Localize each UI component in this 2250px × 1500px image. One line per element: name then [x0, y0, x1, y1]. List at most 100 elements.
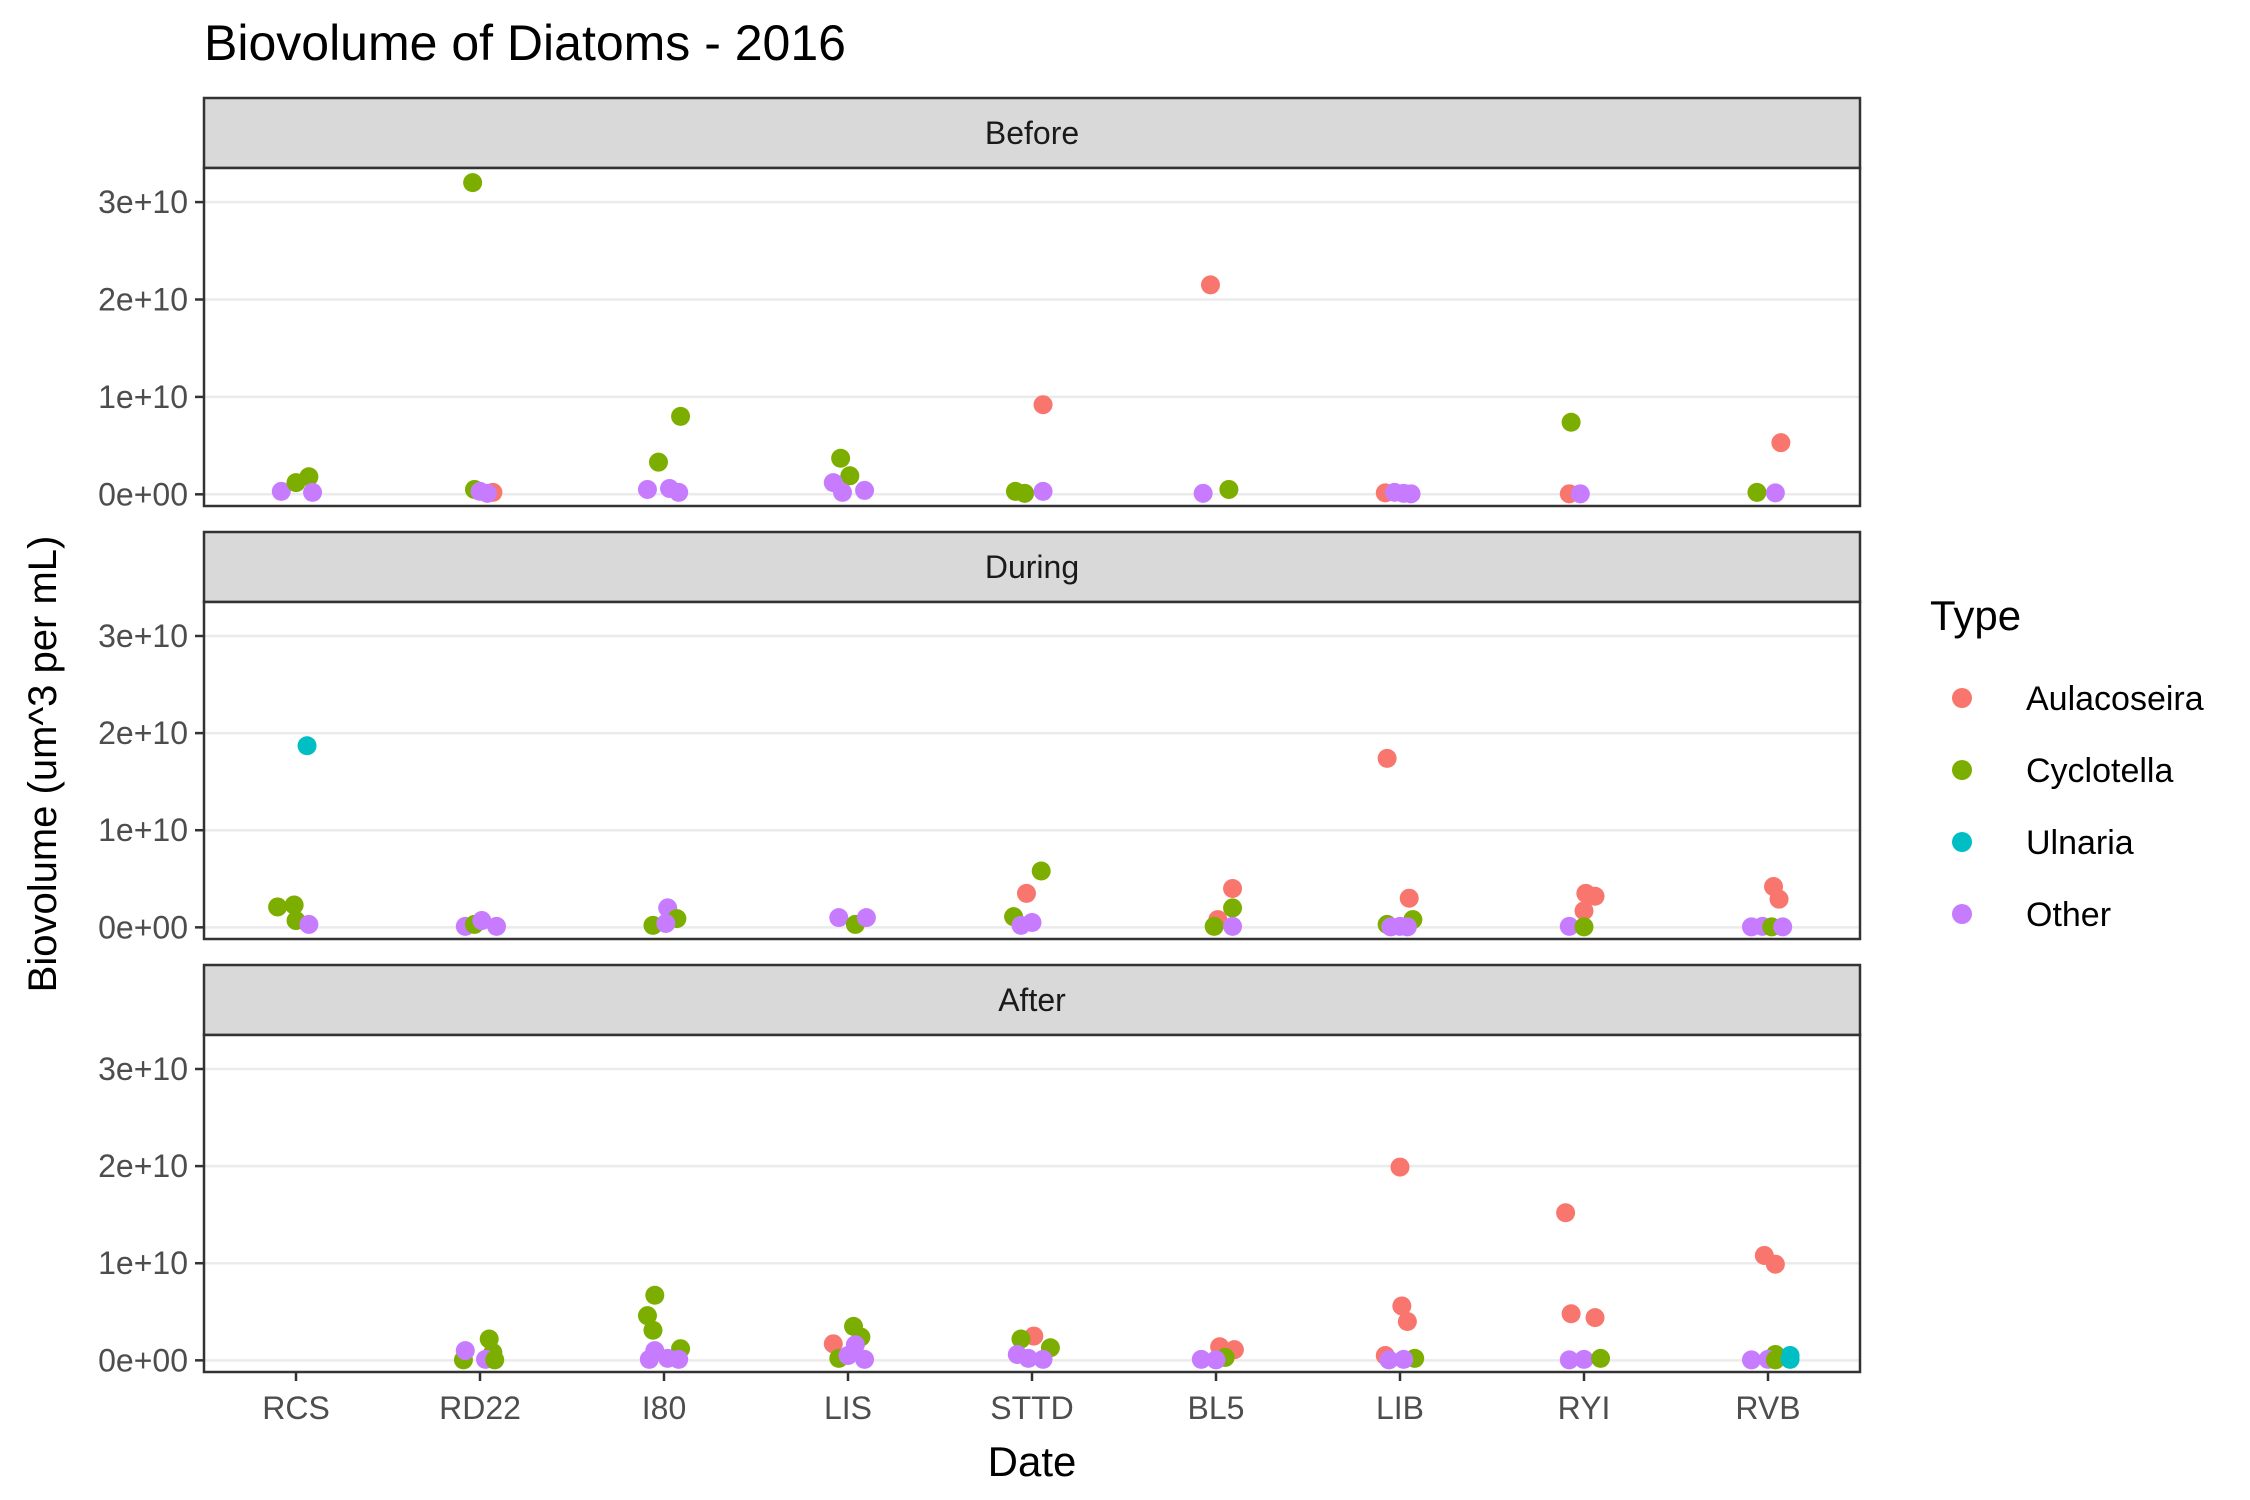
point-cyclotella-i80 — [645, 1285, 665, 1305]
point-cyclotella-i80 — [637, 1306, 657, 1326]
y-tick-label: 3e+10 — [98, 1051, 188, 1087]
point-other-lis — [856, 908, 876, 928]
x-tick-label-lis: LIS — [824, 1390, 872, 1426]
point-other-rvb — [1773, 917, 1793, 937]
point-aulacoseira-lib — [1392, 1296, 1412, 1316]
point-ulnaria-rcs — [297, 736, 317, 756]
point-other-sttd — [1018, 1348, 1038, 1368]
point-cyclotella-i80 — [648, 452, 668, 472]
y-tick-label: 3e+10 — [98, 184, 188, 220]
point-other-lis — [829, 908, 849, 928]
point-other-lib — [1401, 484, 1421, 504]
point-other-lib — [1394, 1349, 1414, 1369]
x-axis: RCS RD22 I80 LIS STTD BL5 LIB RYI RVB — [262, 1372, 1801, 1426]
point-other-rcs — [271, 481, 291, 501]
point-other-lis — [855, 480, 875, 500]
facet-label: Before — [985, 115, 1079, 151]
panel-background — [204, 168, 1860, 506]
legend-item-ulnaria: Ulnaria — [1952, 824, 2134, 862]
point-other-rvb — [1765, 483, 1785, 503]
x-tick-label-rvb: RVB — [1735, 1390, 1800, 1426]
legend-swatch — [1952, 904, 1972, 924]
point-cyclotella-rvb — [1747, 482, 1767, 502]
legend: Type Aulacoseira Cyclotella Ulnaria Other — [1930, 592, 2204, 934]
x-axis-title: Date — [988, 1438, 1077, 1485]
point-other-sttd — [1022, 912, 1042, 932]
facet-label: After — [998, 982, 1066, 1018]
point-cyclotella-rcs — [299, 467, 319, 487]
x-tick-label-rcs: RCS — [262, 1390, 330, 1426]
point-cyclotella-rd22 — [463, 173, 483, 193]
legend-swatch — [1952, 688, 1972, 708]
point-other-i80 — [669, 1349, 689, 1369]
point-other-sttd — [1033, 481, 1053, 501]
facet-panel-during: During 0e+00 1e+10 2e+10 3e+10 — [98, 530, 1862, 945]
point-other-rd22 — [487, 916, 507, 936]
point-other-bl5 — [1206, 1350, 1226, 1370]
legend-label: Ulnaria — [2026, 824, 2134, 862]
x-tick-label-ryi: RYI — [1558, 1390, 1611, 1426]
point-other-rd22 — [472, 911, 492, 931]
point-other-rd22 — [477, 483, 497, 503]
point-aulacoseira-ryi — [1585, 1308, 1605, 1328]
x-tick-label-lib: LIB — [1376, 1390, 1424, 1426]
panel-border — [202, 166, 1862, 508]
legend-swatch — [1952, 760, 1972, 780]
legend-label: Other — [2026, 896, 2111, 934]
point-cyclotella-ryi — [1591, 1348, 1611, 1368]
point-aulacoseira-rvb — [1771, 433, 1791, 453]
point-other-lis — [832, 482, 852, 502]
point-cyclotella-i80 — [643, 1320, 663, 1340]
y-tick-label: 0e+00 — [98, 476, 188, 512]
panel-background — [204, 1035, 1860, 1372]
point-cyclotella-i80 — [671, 406, 691, 426]
y-axis-title: Biovolume (um^3 per mL) — [21, 536, 65, 993]
y-tick-label: 1e+10 — [98, 1245, 188, 1281]
point-aulacoseira-bl5 — [1223, 878, 1243, 898]
point-cyclotella-bl5 — [1204, 916, 1224, 936]
point-cyclotella-rcs — [284, 895, 304, 915]
legend-items: Aulacoseira Cyclotella Ulnaria Other — [1952, 680, 2204, 934]
point-cyclotella-lis — [840, 466, 860, 486]
legend-label: Aulacoseira — [2026, 680, 2204, 718]
point-other-sttd — [1033, 1349, 1053, 1369]
point-aulacoseira-ryi — [1561, 1304, 1581, 1324]
point-aulacoseira-bl5 — [1200, 275, 1220, 295]
point-cyclotella-lis — [831, 448, 851, 468]
point-aulacoseira-lib — [1399, 888, 1419, 908]
point-aulacoseira-lib — [1377, 748, 1397, 768]
point-aulacoseira-ryi — [1556, 1203, 1576, 1223]
point-other-i80 — [656, 913, 676, 933]
point-cyclotella-sttd — [1011, 1329, 1031, 1349]
facet-strip — [202, 96, 1862, 170]
x-tick-label-i80: I80 — [642, 1390, 686, 1426]
point-aulacoseira-ryi — [1585, 886, 1605, 906]
point-other-lis — [855, 1349, 875, 1369]
panel-border — [202, 600, 1862, 941]
y-tick-label: 2e+10 — [98, 1148, 188, 1184]
chart-title: Biovolume of Diatoms - 2016 — [204, 15, 846, 71]
point-other-i80 — [669, 482, 689, 502]
point-other-ryi — [1559, 1350, 1579, 1370]
x-tick-label-sttd: STTD — [990, 1390, 1074, 1426]
point-other-lis — [838, 1345, 858, 1365]
point-other-lib — [1379, 1350, 1399, 1370]
point-cyclotella-bl5 — [1219, 479, 1239, 499]
point-cyclotella-rcs — [268, 897, 288, 917]
facet-panel-after: After 0e+00 1e+10 2e+10 3e+10 — [98, 963, 1862, 1378]
point-aulacoseira-sttd — [1033, 395, 1053, 415]
point-other-rcs — [303, 482, 323, 502]
point-other-lib — [1397, 917, 1417, 937]
legend-item-aulacoseira: Aulacoseira — [1952, 680, 2204, 718]
y-tick-label: 2e+10 — [98, 715, 188, 751]
y-tick-label: 1e+10 — [98, 379, 188, 415]
point-other-rcs — [299, 914, 319, 934]
point-aulacoseira-lib — [1397, 1311, 1417, 1331]
point-cyclotella-sttd — [1031, 861, 1051, 881]
point-aulacoseira-ryi — [1574, 901, 1594, 921]
point-cyclotella-ryi — [1574, 917, 1594, 937]
facet-panels: Before 0e+00 1e+10 2e+10 3e+10 During 0e+00 1e+… — [98, 96, 1862, 1378]
y-tick-label: 2e+10 — [98, 281, 188, 317]
y-tick-label: 0e+00 — [98, 1342, 188, 1378]
